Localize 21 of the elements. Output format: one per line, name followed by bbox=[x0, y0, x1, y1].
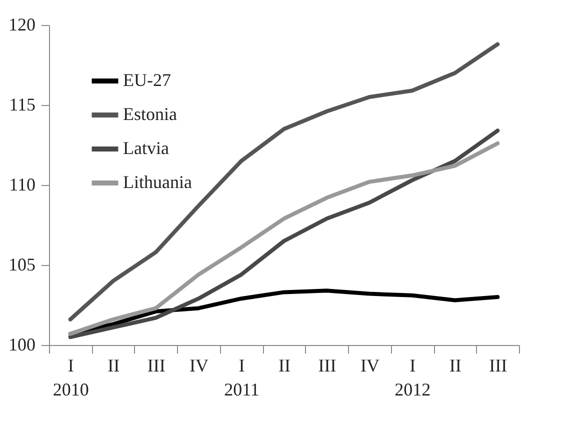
x-tick-label: II bbox=[278, 356, 290, 376]
line-series bbox=[68, 42, 500, 322]
x-tick-label: III bbox=[489, 356, 508, 376]
y-tick-label: 105 bbox=[8, 254, 36, 274]
legend-label: Latvia bbox=[123, 138, 169, 158]
x-tick-label: I 2011 bbox=[224, 356, 260, 400]
x-tick-label: I 2010 bbox=[52, 356, 89, 400]
x-tick-label: III bbox=[147, 356, 166, 376]
y-tick-label: 120 bbox=[8, 14, 36, 34]
y-tick-label: 110 bbox=[9, 174, 36, 194]
legend-label: Estonia bbox=[123, 104, 177, 124]
legend-label: EU-27 bbox=[123, 70, 171, 90]
x-tick-label: I 2012 bbox=[394, 356, 431, 400]
legend-label: Lithuania bbox=[123, 172, 192, 192]
x-tick-label: II bbox=[108, 356, 120, 376]
y-tick-label: 100 bbox=[8, 334, 36, 354]
y-tick-label: 115 bbox=[9, 94, 36, 114]
x-tick-label: II bbox=[449, 356, 462, 376]
x-tick-label: IV bbox=[360, 356, 380, 376]
x-tick-label: III bbox=[318, 356, 336, 376]
x-tick-label: IV bbox=[190, 356, 209, 376]
